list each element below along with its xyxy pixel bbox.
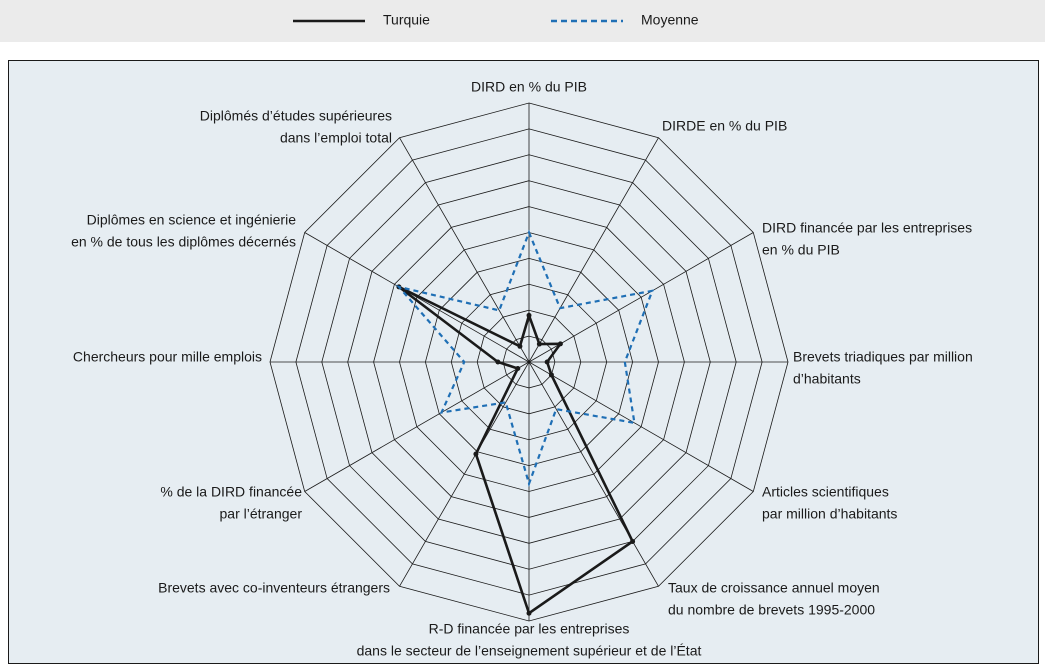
spoke	[528, 361, 659, 587]
axis-label: en % du PIB	[762, 242, 840, 258]
axis-label: Diplômes en science et ingénierie	[87, 212, 297, 228]
axis-label: par l’étranger	[220, 506, 303, 522]
spoke	[304, 232, 530, 363]
series-point	[517, 343, 523, 349]
legend-band	[0, 0, 1045, 42]
axis-label: par million d’habitants	[762, 506, 897, 522]
spoke	[304, 361, 530, 492]
axis-label: Articles scientifiques	[762, 484, 889, 500]
axis-label: dans le secteur de l’enseignement supéri…	[357, 643, 702, 659]
spoke	[528, 137, 659, 363]
series-point	[515, 365, 521, 371]
axis-label: en % de tous les diplômes décernés	[71, 234, 296, 250]
series-point	[557, 341, 563, 347]
spoke	[399, 137, 530, 363]
spoke	[528, 232, 754, 363]
series-point	[526, 610, 532, 616]
axis-label: DIRD en % du PIB	[471, 79, 587, 95]
axis-label: Brevets triadiques par million	[793, 349, 973, 365]
series-point	[473, 451, 479, 457]
series-line	[395, 229, 655, 488]
series-point	[544, 359, 550, 365]
series-point	[548, 372, 554, 378]
series-point	[495, 359, 501, 365]
spoke	[399, 361, 530, 587]
axis-label: Taux de croissance annuel moyen	[668, 580, 880, 596]
legend-label: Turquie	[383, 12, 430, 28]
series-point	[526, 312, 532, 318]
series-point	[536, 341, 542, 347]
axis-label: Chercheurs pour mille emplois	[73, 349, 262, 365]
axis-label: R-D financée par les entreprises	[429, 621, 630, 637]
axis-label: du nombre de brevets 1995-2000	[668, 602, 875, 618]
axis-label: % de la DIRD financée	[160, 484, 302, 500]
axis-label: DIRDE en % du PIB	[662, 118, 787, 134]
axis-label: Brevets avec co-inventeurs étrangers	[158, 580, 390, 596]
legend-label: Moyenne	[641, 12, 699, 28]
axis-label: dans l’emploi total	[280, 130, 392, 146]
series-point	[630, 538, 636, 544]
axis-label: Diplômés d’études supérieures	[200, 108, 392, 124]
axis-label: DIRD financée par les entreprises	[762, 220, 972, 236]
axis-label: d’habitants	[793, 371, 861, 387]
spoke	[528, 361, 754, 492]
